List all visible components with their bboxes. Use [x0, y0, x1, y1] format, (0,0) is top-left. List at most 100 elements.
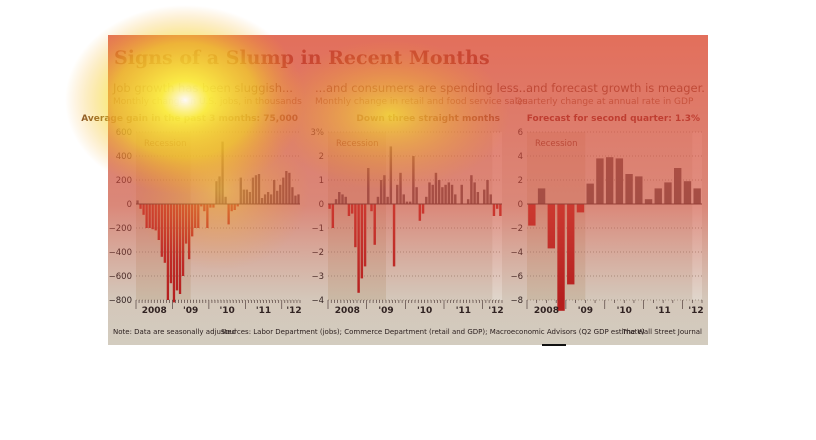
bar	[227, 204, 230, 225]
annotation-value: 1.3%	[675, 114, 700, 124]
bar	[392, 204, 396, 267]
bar	[528, 204, 536, 226]
x-tick-label: 2008	[142, 306, 167, 316]
y-tick-label: −4	[510, 248, 523, 258]
bar	[363, 204, 367, 267]
y-tick-label: 2	[518, 176, 523, 186]
bar	[212, 204, 215, 208]
bar	[148, 204, 151, 228]
bar	[139, 204, 142, 209]
bar	[625, 174, 633, 204]
bar	[197, 204, 200, 228]
y-tick-label: 3%	[311, 128, 325, 138]
bar	[269, 194, 273, 204]
bar	[266, 192, 270, 204]
bar	[285, 171, 288, 204]
bar	[674, 168, 682, 204]
bar	[586, 183, 594, 204]
bar	[260, 198, 264, 204]
bar	[248, 192, 252, 204]
bar	[396, 184, 399, 204]
bar	[169, 204, 173, 284]
y-tick-label: −2	[510, 224, 523, 234]
recession-label: Recession	[535, 139, 577, 149]
bar	[294, 195, 297, 204]
y-tick-label: 0	[127, 200, 132, 210]
bar	[376, 196, 380, 204]
y-tick-label: 0	[319, 200, 324, 210]
bar	[576, 204, 585, 213]
bar	[379, 180, 383, 204]
bar	[233, 204, 236, 210]
bar	[263, 194, 267, 204]
chart-subtitle: Quarterly change at annual rate in GDP	[515, 97, 694, 107]
bar	[221, 141, 224, 204]
bar	[473, 182, 476, 204]
x-tick-label: '09	[378, 306, 393, 316]
scroll-marker	[542, 344, 566, 346]
bar	[350, 204, 354, 214]
annotation-label: Forecast for second quarter:	[527, 114, 675, 124]
bar	[425, 196, 428, 204]
bar	[367, 168, 370, 204]
y-tick-label: −4	[311, 296, 324, 306]
bar	[495, 204, 499, 209]
bar	[160, 204, 163, 257]
y-tick-label: −400	[109, 248, 132, 258]
bar	[654, 188, 662, 204]
recession-shade	[328, 132, 386, 300]
y-tick-label: −8	[510, 296, 523, 306]
bar	[635, 176, 643, 204]
y-tick-label: 6	[518, 128, 523, 138]
y-tick-label: −2	[311, 248, 324, 258]
chart-subtitle: Monthly change in retail and food servic…	[315, 97, 528, 107]
y-tick-label: 0	[518, 200, 523, 210]
bar	[357, 204, 360, 293]
bar	[466, 199, 470, 204]
y-tick-label: 400	[116, 152, 132, 162]
chart-title: Signs of a Slump in Recent Months	[114, 47, 490, 69]
x-tick-label: '12	[688, 306, 703, 316]
bar	[431, 184, 434, 204]
bar	[492, 204, 496, 216]
bar	[450, 184, 454, 204]
recent-period-shade	[692, 132, 702, 300]
x-tick-label: '12	[488, 306, 503, 316]
chart-heading: ...and consumers are spending less...	[315, 81, 530, 95]
chart-heading: ...and forecast growth is meager.	[515, 81, 705, 95]
y-tick-label: 600	[116, 128, 132, 138]
bar	[282, 177, 285, 204]
bar	[547, 204, 555, 249]
bar	[460, 184, 463, 204]
bar	[254, 175, 258, 204]
bar	[218, 176, 221, 204]
y-tick-label: −600	[109, 272, 132, 282]
y-tick-label: 4	[518, 152, 523, 162]
bar	[454, 194, 457, 204]
x-tick-label: '11	[256, 306, 271, 316]
bar	[279, 184, 282, 204]
bar	[341, 194, 344, 204]
bar	[683, 181, 692, 204]
y-tick-label: −800	[109, 296, 132, 306]
chart-annotation: Down three straight months	[356, 114, 500, 124]
x-tick-label: '12	[286, 306, 301, 316]
y-tick-label: −6	[510, 272, 523, 282]
bar	[184, 204, 188, 244]
bar	[230, 204, 233, 212]
x-tick-label: '10	[219, 306, 234, 316]
chart-annotation: Forecast for second quarter: 1.3%	[527, 114, 700, 124]
bar	[444, 184, 447, 204]
bar	[605, 157, 614, 204]
bar	[251, 177, 255, 204]
bar	[206, 204, 209, 228]
bar	[428, 182, 431, 204]
bar	[291, 187, 294, 204]
bar	[399, 172, 402, 204]
bar	[245, 189, 249, 204]
chart-heading: Job growth has been sluggish...	[112, 81, 293, 95]
x-tick-label: '10	[417, 306, 432, 316]
bar	[344, 196, 347, 204]
bar	[537, 188, 546, 204]
bar	[373, 204, 376, 245]
